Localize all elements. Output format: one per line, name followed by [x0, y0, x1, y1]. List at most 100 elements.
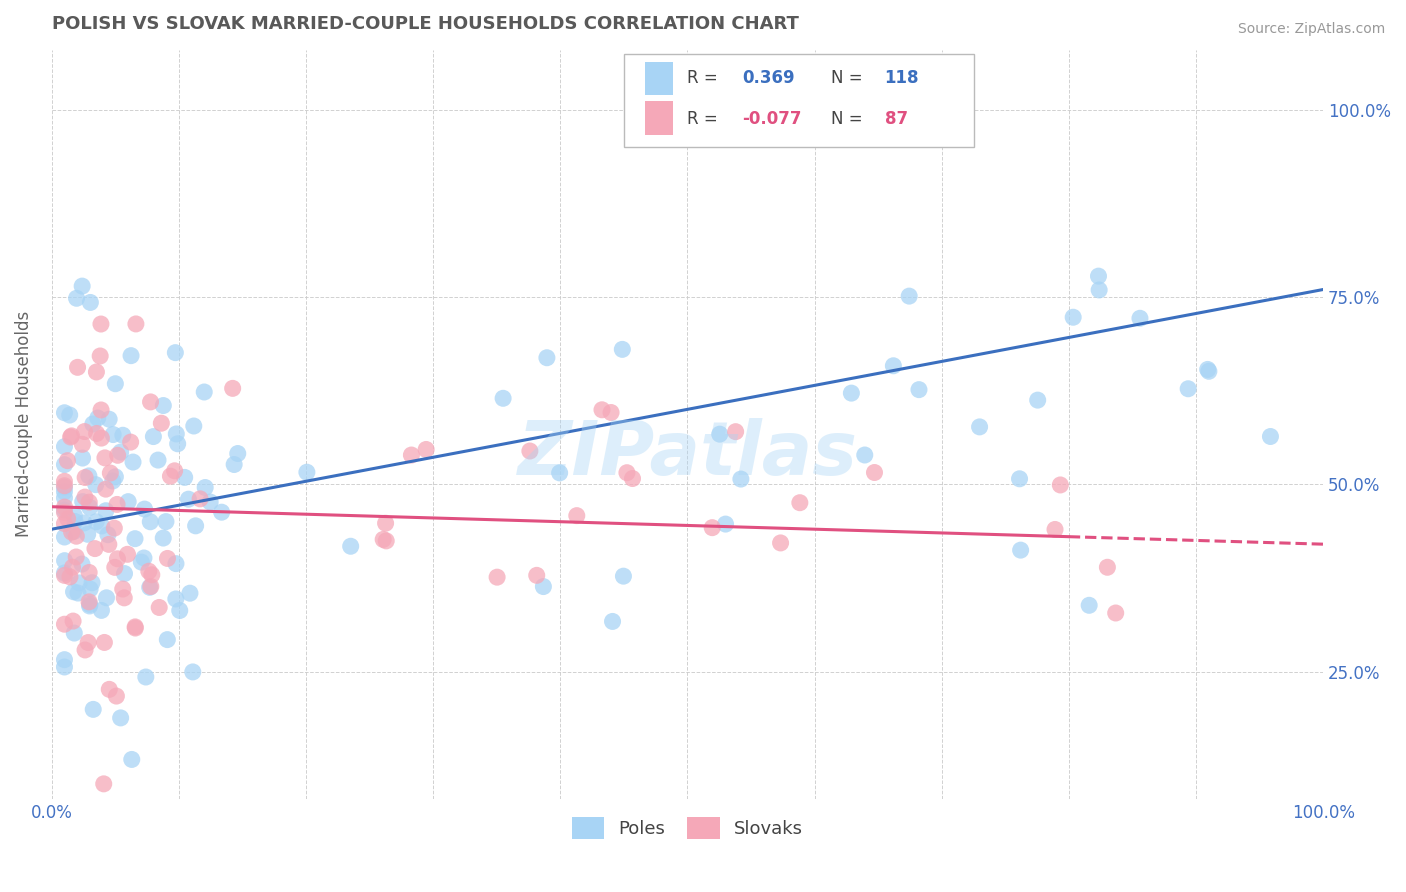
Point: [104, 560, 127, 574]
Point: [56, 453, 79, 467]
Point: [124, 532, 146, 546]
Point: [224, 458, 246, 472]
Point: [73, 490, 96, 504]
Point: [789, 496, 811, 510]
Point: [621, 471, 644, 485]
Point: [193, 384, 215, 399]
Point: [90, 431, 112, 445]
Point: [211, 505, 233, 519]
Point: [93, 777, 115, 791]
Point: [616, 466, 638, 480]
Text: N =: N =: [831, 69, 868, 87]
Point: [536, 351, 558, 365]
Point: [179, 586, 201, 600]
Point: [159, 469, 181, 483]
Text: N =: N =: [831, 111, 868, 128]
Point: [103, 521, 125, 535]
Point: [1078, 599, 1101, 613]
Point: [156, 551, 179, 566]
Point: [177, 492, 200, 507]
Point: [86, 426, 108, 441]
Text: 118: 118: [884, 69, 920, 87]
Point: [60, 525, 83, 540]
Point: [65, 549, 87, 564]
Point: [53, 568, 76, 582]
Point: [600, 405, 623, 419]
Point: [84, 515, 107, 529]
Point: [1097, 560, 1119, 574]
Point: [90, 317, 112, 331]
Point: [53, 554, 76, 568]
Point: [375, 533, 398, 548]
Point: [124, 620, 146, 634]
Point: [769, 536, 792, 550]
Point: [141, 567, 163, 582]
Point: [59, 408, 82, 422]
Point: [70, 279, 93, 293]
Point: [1105, 606, 1128, 620]
Point: [90, 603, 112, 617]
Legend: Poles, Slovaks: Poles, Slovaks: [564, 810, 810, 846]
Point: [714, 517, 737, 532]
Point: [221, 381, 243, 395]
Point: [531, 580, 554, 594]
Point: [53, 440, 76, 454]
Point: [60, 429, 83, 443]
Point: [138, 564, 160, 578]
Text: Source: ZipAtlas.com: Source: ZipAtlas.com: [1237, 22, 1385, 37]
Point: [77, 635, 100, 649]
Point: [107, 448, 129, 462]
Point: [415, 442, 437, 457]
Point: [53, 480, 76, 494]
Point: [138, 580, 160, 594]
Point: [1062, 310, 1084, 325]
Point: [166, 437, 188, 451]
Point: [184, 519, 207, 533]
Point: [1260, 429, 1282, 443]
FancyBboxPatch shape: [624, 54, 973, 147]
Point: [142, 429, 165, 443]
Point: [77, 595, 100, 609]
Point: [131, 555, 153, 569]
Point: [155, 515, 177, 529]
Point: [72, 451, 94, 466]
Point: [150, 416, 173, 430]
Text: ZIPatlas: ZIPatlas: [517, 417, 858, 491]
Point: [56, 512, 79, 526]
Point: [181, 665, 204, 679]
Point: [53, 530, 76, 544]
Point: [104, 470, 127, 484]
Point: [156, 632, 179, 647]
Point: [612, 343, 634, 357]
Point: [1177, 382, 1199, 396]
Point: [63, 626, 86, 640]
Point: [98, 682, 121, 697]
Point: [120, 349, 142, 363]
Point: [76, 527, 98, 541]
Point: [374, 516, 396, 531]
Point: [117, 547, 139, 561]
Point: [612, 569, 634, 583]
Point: [486, 570, 509, 584]
Point: [62, 524, 84, 539]
Point: [59, 570, 82, 584]
Point: [79, 599, 101, 613]
Point: [548, 466, 571, 480]
Point: [1198, 364, 1220, 378]
Y-axis label: Married-couple Households: Married-couple Households: [15, 311, 32, 538]
Point: [65, 529, 87, 543]
Point: [72, 437, 94, 451]
Point: [1197, 362, 1219, 376]
Point: [120, 435, 142, 450]
Point: [132, 551, 155, 566]
Point: [135, 670, 157, 684]
Point: [519, 444, 541, 458]
Point: [53, 458, 76, 472]
Point: [165, 426, 187, 441]
Text: 87: 87: [884, 111, 908, 128]
Point: [702, 521, 724, 535]
Point: [53, 660, 76, 674]
Point: [1043, 523, 1066, 537]
Point: [53, 505, 76, 519]
Point: [295, 465, 318, 479]
